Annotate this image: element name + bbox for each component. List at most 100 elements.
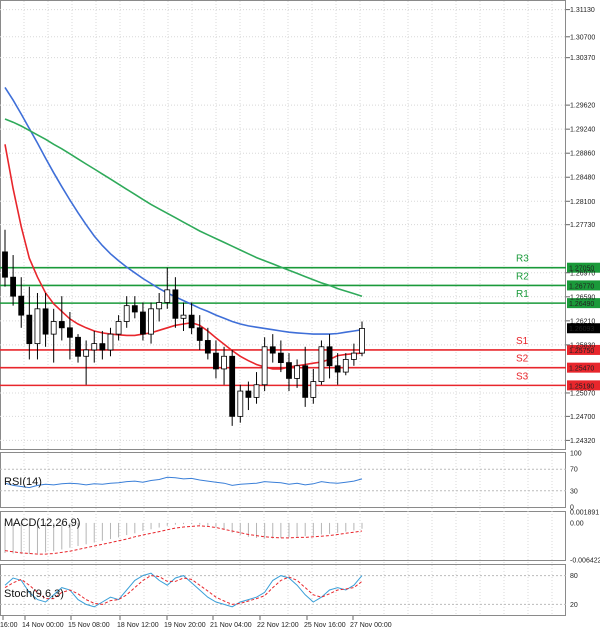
candle <box>269 334 276 363</box>
candle <box>253 372 260 404</box>
x-tick-label: 25 Nov 16:00 <box>304 622 346 629</box>
candle-body-up <box>123 305 130 322</box>
panel-frame-2 <box>0 511 566 561</box>
candle <box>310 368 317 404</box>
candle-body-down <box>188 314 195 329</box>
level-tag-r1 <box>567 298 600 309</box>
candle-body-up <box>221 355 227 370</box>
candle-body-down <box>42 308 49 335</box>
candle-body-down <box>326 346 333 367</box>
macd-tick-label: 0.001891 <box>570 510 599 517</box>
x-tick-label: 16:00 <box>0 622 18 629</box>
level-value-s3: 1.25190 <box>569 383 594 390</box>
level-name-s3: S3 <box>516 371 529 382</box>
y-tick-label: 1.25070 <box>570 390 595 397</box>
candle-body-up <box>342 359 349 373</box>
candle-body-up <box>294 365 300 379</box>
candle <box>342 353 349 376</box>
moving-average-1 <box>4 86 363 335</box>
y-tick-label: 1.28860 <box>570 151 595 158</box>
candle-body-down <box>277 352 284 363</box>
macd-tick-label: -0.006422 <box>570 558 600 565</box>
candle <box>204 327 211 360</box>
rsi-tick-label: 100 <box>570 451 582 458</box>
y-tick-label: 1.30370 <box>570 55 595 62</box>
rsi-label: RSI(14) <box>4 476 42 488</box>
candle <box>10 255 17 306</box>
candle <box>229 349 236 426</box>
candle-body-down <box>58 321 65 329</box>
candle <box>2 229 8 287</box>
candle-body-up <box>164 289 171 303</box>
indicators <box>0 468 566 608</box>
candle <box>75 334 81 363</box>
level-tag-r2 <box>567 280 600 291</box>
y-tick-label: 1.25830 <box>570 342 595 349</box>
candle-body-up <box>310 381 317 398</box>
candle-body-down <box>204 340 211 354</box>
candle <box>91 330 98 363</box>
macd-signal-line <box>4 525 363 555</box>
level-name-s2: S2 <box>516 354 529 365</box>
rsi-tick-label: 70 <box>570 467 578 474</box>
x-tick-label: 14 Nov 00:00 <box>22 622 64 629</box>
candle <box>148 302 154 344</box>
y-tick-label: 1.26970 <box>570 270 595 277</box>
candle <box>350 343 357 366</box>
candle <box>286 353 292 392</box>
y-tick-label: 1.26590 <box>570 294 595 301</box>
candle-body-down <box>140 311 146 335</box>
level-tag-s2 <box>567 362 600 373</box>
candle-body-up <box>359 328 365 354</box>
level-name-r2: R2 <box>516 271 529 282</box>
level-value-r2: 1.26770 <box>569 283 594 290</box>
candle-body-down <box>196 327 203 341</box>
x-tick-label: 19 Nov 20:00 <box>164 622 206 629</box>
stoch-d-line <box>4 575 363 605</box>
candle-body-down <box>245 390 252 398</box>
candle <box>34 293 41 360</box>
level-tag-s1 <box>567 344 600 355</box>
last-price-tag <box>567 323 600 334</box>
candle-body-down <box>269 346 276 354</box>
candle <box>140 302 146 341</box>
y-tick-label: 1.24700 <box>570 414 595 421</box>
stoch-tick-label: 20 <box>570 602 578 609</box>
candle-body-down <box>286 362 292 379</box>
candle <box>26 286 33 360</box>
grid-lines <box>0 1 566 616</box>
candle <box>237 384 244 423</box>
candle <box>67 311 73 360</box>
y-tick-label: 1.28480 <box>570 175 595 182</box>
last-price-value: 1.26093 <box>569 326 594 333</box>
y-tick-label: 1.30700 <box>570 34 595 41</box>
rsi-tick-label: 30 <box>570 488 578 495</box>
candle <box>221 346 227 385</box>
candle <box>180 302 187 331</box>
candle <box>42 293 49 347</box>
panel-frame-1 <box>0 452 566 508</box>
candle-body-down <box>229 355 236 417</box>
candle <box>359 321 365 357</box>
macd-label: MACD(12,26,9) <box>4 517 80 529</box>
rsi-tick-label: 0 <box>570 505 574 512</box>
candle-body-down <box>99 343 106 351</box>
candle-body-down <box>75 336 81 357</box>
candle-body-up <box>50 321 57 335</box>
candle-body-down <box>334 365 341 373</box>
candle-body-up <box>180 314 187 319</box>
moving-average-2 <box>4 118 363 297</box>
candle <box>318 340 325 385</box>
x-tick-label: 22 Nov 12:00 <box>257 622 299 629</box>
x-tick-label: 18 Nov 12:00 <box>117 622 159 629</box>
level-tag-s3 <box>567 380 600 391</box>
level-name-s1: S1 <box>516 336 529 347</box>
candle <box>172 277 179 328</box>
candle-body-up <box>350 352 357 360</box>
y-tick-label: 1.27730 <box>570 222 595 229</box>
y-tick-label: 1.29620 <box>570 103 595 110</box>
candle-body-down <box>2 251 8 278</box>
y-tick-label: 1.24320 <box>570 438 595 445</box>
candle <box>213 340 219 379</box>
